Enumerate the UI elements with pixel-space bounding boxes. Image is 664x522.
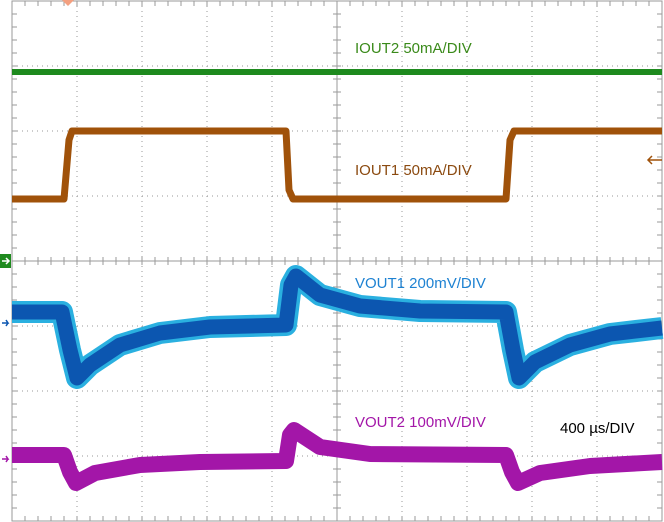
timebase-label: 400 µs/DIV: [560, 420, 635, 437]
trigger-arrow: [2, 257, 11, 265]
iout1-marker: [646, 155, 662, 165]
iout1-label: IOUT1 50mA/DIV: [355, 162, 472, 179]
vout2-trace: [12, 422, 663, 491]
vout2-ground-marker: [2, 455, 10, 463]
vout1-ground-marker: [2, 319, 10, 327]
iout2-label: IOUT2 50mA/DIV: [355, 40, 472, 57]
trigger-position: [62, 0, 74, 6]
iout1-trace: [12, 127, 662, 203]
vout1-trace-core: [12, 268, 663, 386]
vout1-label: VOUT1 200mV/DIV: [355, 275, 486, 292]
vout2-label: VOUT2 100mV/DIV: [355, 414, 486, 431]
